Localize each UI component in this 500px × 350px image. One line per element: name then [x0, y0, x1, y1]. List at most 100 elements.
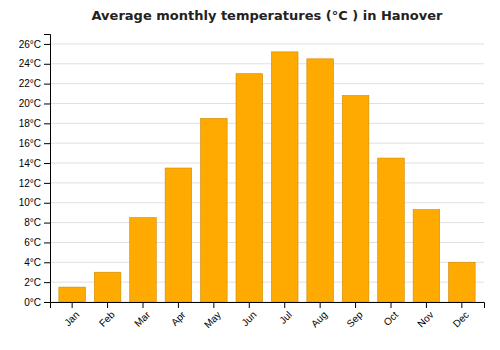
- y-tick-label: 0°C: [24, 297, 41, 308]
- y-tick-mark: [44, 123, 50, 124]
- y-tick: 8°C: [24, 217, 50, 228]
- bars: [59, 52, 475, 302]
- plot: 0°C 2°C 4°C 6°C 8°C 10°C 12°C 14°C 16°C 18°C 20°C 2…: [19, 35, 485, 331]
- y-tick-mark: [44, 262, 50, 263]
- y-tick: 0°C: [24, 297, 50, 308]
- y-tick-mark: [44, 143, 50, 144]
- y-axis-line: [44, 35, 51, 303]
- x-tick: Feb: [97, 302, 117, 329]
- bar: [59, 287, 86, 302]
- x-tick-label: Nov: [415, 309, 435, 329]
- x-tick-label: May: [202, 309, 223, 330]
- grid-line: [50, 63, 484, 64]
- chart-container: 0°C 2°C 4°C 6°C 8°C 10°C 12°C 14°C 16°C 18°C 20°C 2…: [0, 0, 500, 350]
- y-tick: 6°C: [24, 237, 50, 248]
- grid-line: [50, 123, 484, 124]
- y-tick: 14°C: [19, 158, 50, 169]
- bar: [307, 59, 334, 302]
- bar: [94, 272, 121, 302]
- y-tick-mark: [44, 242, 50, 243]
- bar: [413, 210, 440, 302]
- y-tick: 12°C: [19, 178, 50, 189]
- y-tick-label: 26°C: [19, 39, 41, 50]
- x-tick: Apr: [169, 302, 188, 328]
- grid-line: [50, 163, 484, 164]
- y-tick-label: 20°C: [19, 98, 41, 109]
- x-tick-label: Feb: [97, 309, 117, 329]
- y-tick: 18°C: [19, 118, 50, 129]
- x-tick: Jan: [62, 302, 81, 328]
- bar: [165, 168, 192, 302]
- x-tick-label: Apr: [169, 309, 188, 328]
- y-tick-label: 6°C: [24, 237, 41, 248]
- y-tick: 22°C: [19, 78, 50, 89]
- x-tick-mark: [391, 302, 392, 308]
- x-tick-mark: [426, 302, 427, 308]
- y-tick: 24°C: [19, 58, 50, 69]
- x-tick-mark: [355, 302, 356, 308]
- bar: [449, 262, 476, 302]
- grid-line: [50, 143, 484, 144]
- x-tick-label: Jul: [277, 309, 294, 326]
- x-tick-mark: [143, 302, 144, 308]
- y-tick: 20°C: [19, 98, 50, 109]
- y-tick-label: 4°C: [24, 257, 41, 268]
- y-tick: 16°C: [19, 138, 50, 149]
- x-tick: Aug: [309, 302, 329, 329]
- x-tick-mark: [284, 302, 285, 308]
- y-tick-label: 22°C: [19, 78, 41, 89]
- x-tick-mark: [461, 302, 462, 308]
- x-tick: Dec: [451, 302, 471, 329]
- y-tick-label: 10°C: [19, 197, 41, 208]
- bar: [378, 158, 405, 302]
- y-tick-label: 2°C: [24, 277, 41, 288]
- x-tick: Nov: [415, 302, 435, 329]
- x-tick: Jul: [277, 302, 294, 326]
- x-tick: May: [202, 302, 223, 330]
- x-axis-line: [51, 303, 485, 309]
- y-tick-mark: [44, 103, 50, 104]
- y-tick-label: 14°C: [19, 158, 41, 169]
- y-tick-mark: [44, 282, 50, 283]
- y-tick-label: 8°C: [24, 217, 41, 228]
- x-tick-mark: [72, 302, 73, 308]
- y-tick-label: 12°C: [19, 178, 41, 189]
- y-tick: 4°C: [24, 257, 50, 268]
- grid-line: [50, 103, 484, 104]
- x-tick-label: Oct: [381, 309, 400, 328]
- grid: [50, 44, 484, 302]
- y-tick-label: 16°C: [19, 138, 41, 149]
- y-tick: 2°C: [24, 277, 50, 288]
- y-tick-mark: [44, 183, 50, 184]
- bar: [342, 96, 369, 302]
- grid-line: [50, 182, 484, 183]
- grid-line: [50, 43, 484, 44]
- x-tick: Jun: [239, 302, 258, 328]
- x-tick-mark: [107, 302, 108, 308]
- chart-svg: 0°C 2°C 4°C 6°C 8°C 10°C 12°C 14°C 16°C 18°C 20°C 2…: [0, 0, 500, 350]
- x-tick: Sep: [344, 302, 365, 329]
- x-tick-label: Jan: [62, 309, 81, 328]
- y-tick-mark: [44, 163, 50, 164]
- y-tick-mark: [44, 64, 50, 65]
- title: Average monthly temperatures (°C ) in Ha…: [92, 8, 444, 23]
- y-tick-mark: [44, 223, 50, 224]
- y-tick-mark: [44, 84, 50, 85]
- bar: [271, 52, 298, 302]
- bar: [201, 118, 228, 302]
- x-tick-mark: [320, 302, 321, 308]
- y-tick-label: 24°C: [19, 58, 41, 69]
- bar: [236, 74, 263, 302]
- y-tick: 26°C: [19, 39, 50, 50]
- y-tick-mark: [44, 302, 50, 303]
- x-tick-label: Dec: [451, 309, 471, 329]
- x-tick-label: Aug: [309, 309, 329, 329]
- x-tick-label: Mar: [132, 309, 152, 329]
- x-tick: Oct: [381, 302, 400, 328]
- y-tick-mark: [44, 203, 50, 204]
- grid-line: [50, 202, 484, 203]
- y-axis: 0°C 2°C 4°C 6°C 8°C 10°C 12°C 14°C 16°C 18°C 20°C 2…: [19, 35, 51, 308]
- bar: [130, 218, 157, 302]
- x-tick-mark: [178, 302, 179, 308]
- x-tick-label: Sep: [344, 309, 365, 330]
